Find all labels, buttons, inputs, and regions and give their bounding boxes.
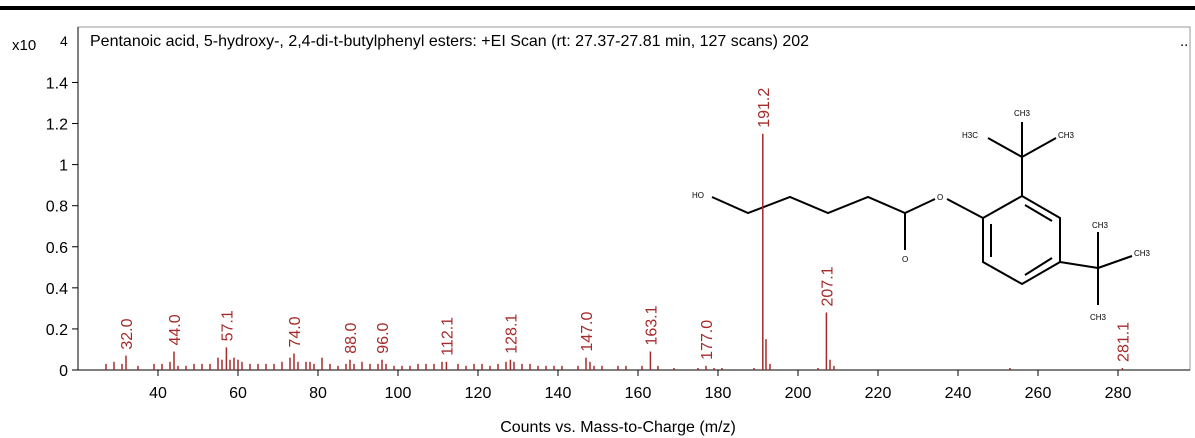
x-tick-label: 80 (309, 385, 327, 402)
peak-label: 191.2 (756, 88, 773, 128)
atom-label: O (937, 193, 943, 202)
ring (982, 194, 1061, 286)
x-tick-label: 160 (625, 385, 652, 402)
peak-label: 112.1 (439, 317, 456, 356)
x-tick-label: 260 (1025, 385, 1052, 402)
atom-label: CH3 (1058, 131, 1075, 140)
atom-label: CH3 (1090, 313, 1107, 322)
peak-label: 57.1 (219, 310, 236, 341)
x-tick-label: 280 (1105, 385, 1132, 402)
peak-label: 44.0 (167, 314, 184, 345)
peak-label: 207.1 (819, 266, 836, 306)
peak-label: 74.0 (287, 316, 304, 347)
chain (711, 195, 936, 215)
atom-label: H3C (962, 131, 978, 140)
ring-double (1024, 257, 1053, 276)
y-tick-label: 1 (59, 158, 68, 175)
peak-label: 128.1 (503, 314, 520, 354)
x-tick-label: 180 (705, 385, 732, 402)
peak-label: 88.0 (343, 322, 360, 353)
peak-label: 163.1 (643, 305, 660, 345)
more: .. (1180, 33, 1188, 50)
plot-frame (77, 26, 1191, 371)
x-tick-label: 120 (465, 385, 492, 402)
y-tick-label: 0.2 (46, 322, 68, 339)
peak-label: 147.0 (579, 312, 596, 352)
x-tick-label: 140 (545, 385, 572, 402)
ring-double (1024, 204, 1053, 222)
x-tick-label: 200 (785, 385, 812, 402)
chart-title: Pentanoic acid, 5-hydroxy-, 2,4-di-t-but… (90, 33, 809, 50)
x-tick-label: 100 (385, 385, 412, 402)
y-multiplier: x10 (12, 37, 36, 54)
atom-label: HO (692, 191, 704, 200)
y-tick-label: 0 (59, 363, 68, 380)
tbu-bond (987, 137, 1023, 158)
atom-label: CH3 (1092, 221, 1109, 230)
peak-label: 281.1 (1115, 322, 1132, 362)
peak-label: 96.0 (375, 322, 392, 353)
structure: HO O O H3C CH3 CH3 CH3 CH3 CH3 (692, 109, 1151, 322)
y-tick-label: 1.2 (46, 117, 68, 134)
x-axis-label: Counts vs. Mass-to-Charge (m/z) (500, 419, 736, 436)
y-multiplier-exp: 4 (60, 33, 68, 49)
atom-label: CH3 (1134, 249, 1151, 258)
peak-label: 32.0 (119, 318, 136, 349)
y-tick-label: 0.6 (46, 240, 68, 257)
x-tick-label: 240 (945, 385, 972, 402)
atom-label: CH3 (1014, 109, 1031, 118)
x-tick-label: 40 (149, 385, 167, 402)
peak-label: 177.0 (699, 320, 716, 360)
tbu-bond (1021, 137, 1057, 158)
ester-bond (946, 198, 984, 219)
y-tick-label: 1.4 (46, 75, 68, 92)
tbu-bond (1059, 261, 1099, 269)
y-tick-label: 0.8 (46, 199, 68, 216)
x-tick-label: 60 (229, 385, 247, 402)
y-tick-label: 0.4 (46, 281, 68, 298)
tbu-bond (1097, 255, 1133, 269)
x-tick-label: 220 (865, 385, 892, 402)
atom-label: O (902, 255, 908, 264)
